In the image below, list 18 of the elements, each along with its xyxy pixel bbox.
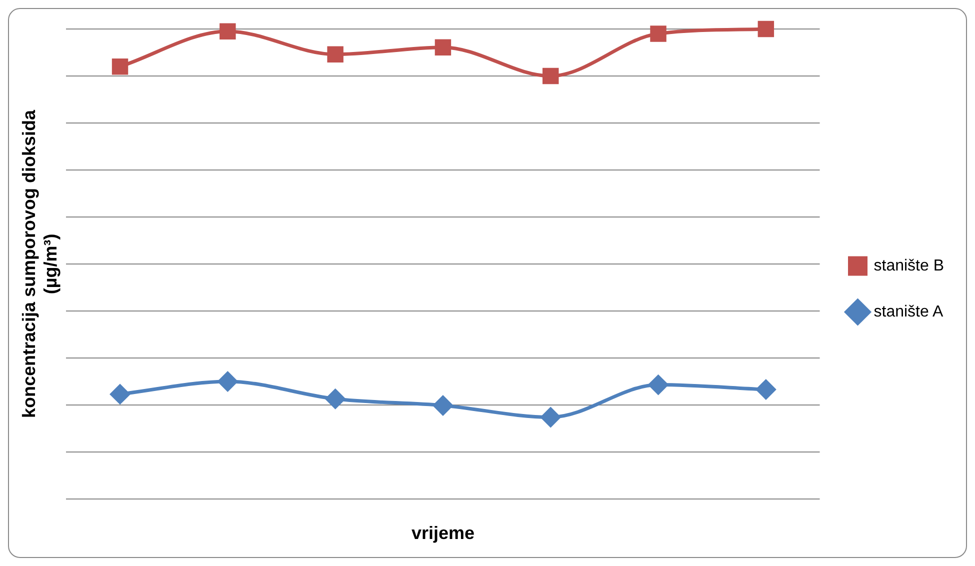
point <box>433 396 453 416</box>
legend-label: stanište A <box>874 303 944 320</box>
point <box>648 375 668 395</box>
point <box>542 68 559 84</box>
point <box>220 23 236 40</box>
point <box>112 58 128 75</box>
point <box>434 39 452 56</box>
x-axis-title: vrijeme <box>411 523 474 544</box>
point <box>758 20 774 38</box>
y-axis-title: koncentracija sumporovog dioksida (µg/m³) <box>18 108 60 418</box>
point <box>540 407 560 427</box>
point <box>650 26 666 42</box>
legend-label: stanište B <box>874 257 944 274</box>
point <box>218 372 238 392</box>
point <box>110 384 130 404</box>
point <box>756 380 776 400</box>
point <box>326 389 346 409</box>
point <box>327 46 344 62</box>
